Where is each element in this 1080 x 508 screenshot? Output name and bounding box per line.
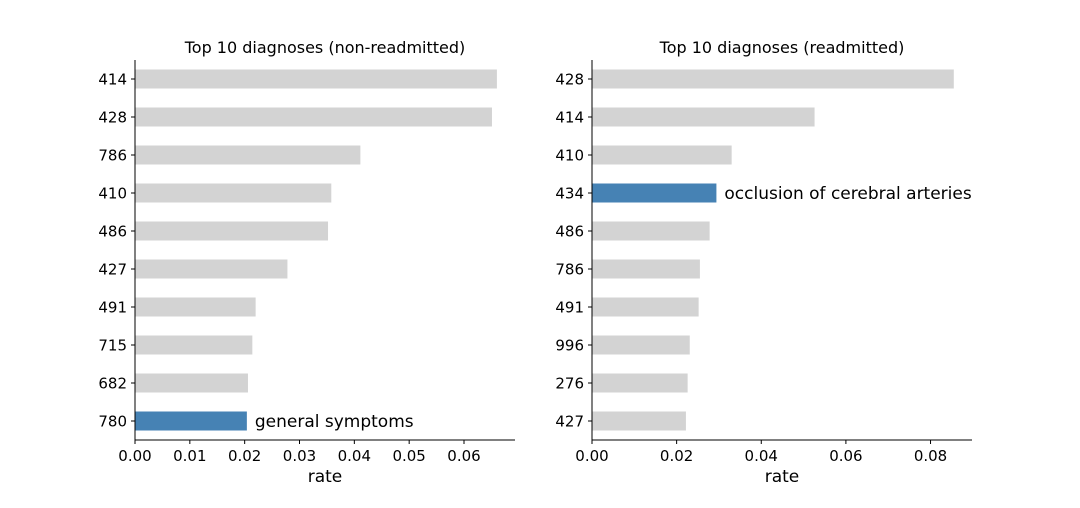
x-tick-label: 0.06 [447, 447, 480, 465]
y-tick-label: 715 [98, 337, 127, 355]
x-tick-label: 0.00 [575, 447, 608, 465]
bar-410 [592, 145, 732, 165]
x-axis-label: rate [308, 467, 343, 487]
bar-428 [592, 69, 954, 89]
bar-786 [592, 259, 700, 279]
bar-414 [592, 107, 815, 127]
y-tick-label: 434 [555, 185, 584, 203]
x-tick-label: 0.00 [118, 447, 151, 465]
chart-panel-non-readmitted: Top 10 diagnoses (non-readmitted) 414 428 7… [98, 38, 515, 487]
bar-715 [135, 335, 253, 355]
bar-486 [592, 221, 710, 241]
bar-410 [135, 183, 332, 203]
bar-786 [135, 145, 361, 165]
y-tick-label: 276 [555, 375, 584, 393]
y-tick-label: 780 [98, 413, 127, 431]
x-tick-label: 0.04 [745, 447, 778, 465]
y-tick-label: 414 [555, 109, 584, 127]
bar-491 [135, 297, 256, 317]
x-tick-label: 0.03 [283, 447, 316, 465]
x-axis-label: rate [765, 467, 800, 487]
x-tick-label: 0.06 [829, 447, 862, 465]
y-tick-label: 410 [555, 147, 584, 165]
bar-682 [135, 373, 248, 393]
highlight-annotation: general symptoms [255, 412, 414, 432]
bar-428 [135, 107, 492, 127]
chart-panel-readmitted: Top 10 diagnoses (readmitted) 428 414 410 43… [555, 38, 972, 487]
x-tick-label: 0.02 [660, 447, 693, 465]
bar-427 [592, 411, 686, 431]
bar-780 [135, 411, 247, 431]
bar-414 [135, 69, 497, 89]
bar-491 [592, 297, 699, 317]
y-tick-label: 414 [98, 71, 127, 89]
y-tick-label: 491 [555, 299, 584, 317]
bar-486 [135, 221, 329, 241]
y-tick-label: 682 [98, 375, 127, 393]
highlight-annotation: occlusion of cerebral arteries [724, 184, 971, 204]
x-tick-label: 0.01 [173, 447, 206, 465]
y-tick-label: 786 [98, 147, 127, 165]
x-tick-label: 0.04 [338, 447, 371, 465]
x-tick-label: 0.02 [228, 447, 261, 465]
y-tick-label: 410 [98, 185, 127, 203]
bar-434 [592, 183, 717, 203]
x-tick-label: 0.08 [914, 447, 947, 465]
y-tick-label: 486 [555, 223, 584, 241]
y-tick-label: 786 [555, 261, 584, 279]
bar-427 [135, 259, 288, 279]
y-tick-label: 428 [98, 109, 127, 127]
y-tick-label: 491 [98, 299, 127, 317]
y-tick-label: 996 [555, 337, 584, 355]
bar-276 [592, 373, 688, 393]
y-tick-label: 427 [98, 261, 127, 279]
chart-title: Top 10 diagnoses (non-readmitted) [184, 38, 466, 57]
y-tick-label: 428 [555, 71, 584, 89]
x-tick-label: 0.05 [392, 447, 425, 465]
chart-title: Top 10 diagnoses (readmitted) [659, 38, 905, 57]
y-tick-label: 427 [555, 413, 584, 431]
bar-996 [592, 335, 690, 355]
y-tick-label: 486 [98, 223, 127, 241]
